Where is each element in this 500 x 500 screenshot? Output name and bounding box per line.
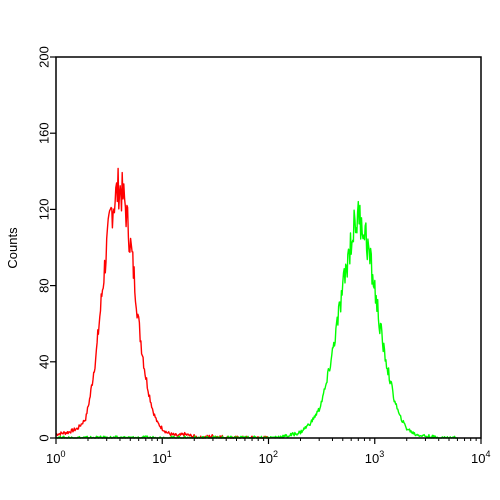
x-tick-label: 100 — [46, 449, 65, 466]
y-tick-label: 120 — [37, 199, 52, 221]
y-axis-label: Counts — [5, 227, 20, 269]
x-axis-ticks: 100 101 102 103 104 — [46, 438, 490, 466]
x-tick-label: 103 — [365, 449, 384, 466]
y-tick-label: 80 — [37, 278, 52, 292]
x-tick-label: 104 — [471, 449, 490, 466]
series-line-0 — [55, 167, 269, 439]
y-tick-label: 160 — [37, 122, 52, 144]
plot-frame — [55, 56, 482, 439]
x-tick-label: 102 — [259, 449, 278, 466]
series-layer — [55, 167, 458, 439]
y-tick-label: 40 — [37, 355, 52, 369]
series-line-1 — [56, 200, 458, 439]
y-tick-label: 0 — [37, 434, 52, 441]
y-tick-label: 200 — [37, 46, 52, 68]
y-axis-ticks: 0 40 80 120 160 200 — [37, 46, 56, 442]
x-tick-label: 101 — [152, 449, 171, 466]
